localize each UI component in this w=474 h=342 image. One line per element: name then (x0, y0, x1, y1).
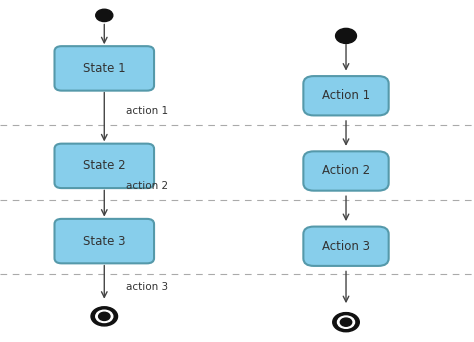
Text: State 1: State 1 (83, 62, 126, 75)
Text: action 3: action 3 (126, 282, 168, 292)
Text: Action 1: Action 1 (322, 89, 370, 102)
Circle shape (340, 318, 352, 326)
Circle shape (333, 313, 359, 332)
FancyBboxPatch shape (55, 219, 154, 263)
Text: action 2: action 2 (126, 181, 168, 192)
FancyBboxPatch shape (55, 144, 154, 188)
FancyBboxPatch shape (55, 46, 154, 91)
Text: State 2: State 2 (83, 159, 126, 172)
Circle shape (99, 312, 110, 320)
Circle shape (336, 28, 356, 43)
Circle shape (96, 310, 113, 323)
Circle shape (96, 9, 113, 22)
FancyBboxPatch shape (303, 151, 389, 191)
Text: Action 2: Action 2 (322, 165, 370, 177)
Text: Action 3: Action 3 (322, 240, 370, 253)
Circle shape (91, 307, 118, 326)
Text: State 3: State 3 (83, 235, 126, 248)
FancyBboxPatch shape (303, 76, 389, 116)
FancyBboxPatch shape (303, 226, 389, 266)
Text: action 1: action 1 (126, 106, 168, 116)
Circle shape (337, 316, 355, 328)
